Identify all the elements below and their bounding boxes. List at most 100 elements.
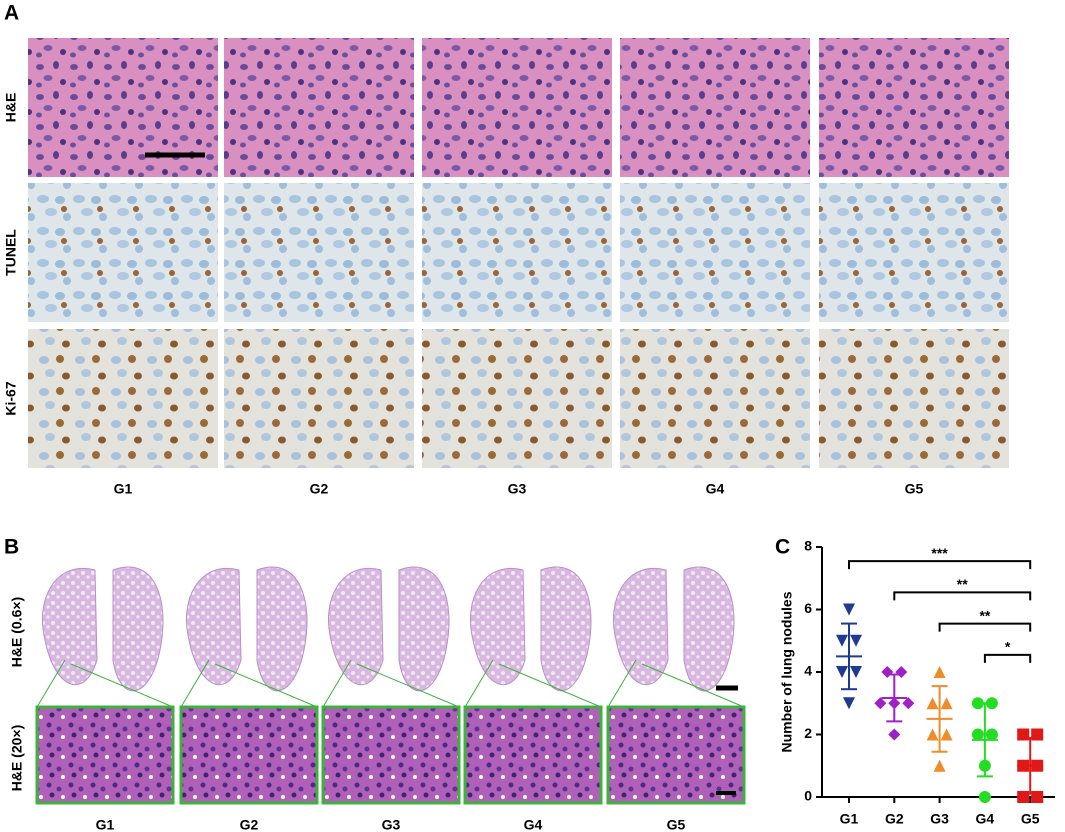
lung-section	[112, 566, 164, 692]
y-tick-label: 4	[804, 663, 812, 679]
lung-section	[185, 568, 242, 686]
column-label: G2	[240, 817, 259, 832]
micrograph	[819, 38, 1009, 177]
micrograph	[224, 38, 414, 177]
zoom-guide	[356, 663, 460, 708]
row-label: H&E	[3, 93, 19, 123]
data-point	[1017, 728, 1030, 741]
micrograph	[422, 38, 612, 177]
panel-label: A	[4, 2, 19, 25]
x-tick-label: G2	[885, 811, 904, 827]
zoom-guide	[180, 659, 210, 708]
micrograph	[819, 183, 1009, 322]
data-point	[902, 697, 915, 710]
micrograph	[28, 329, 218, 468]
x-tick-label: G5	[1021, 811, 1040, 827]
significance-bracket	[848, 560, 1032, 570]
data-point	[926, 728, 939, 741]
data-point	[1017, 791, 1030, 803]
lung-section	[41, 568, 98, 686]
column-label: G3	[508, 481, 527, 497]
lung-section	[256, 566, 308, 692]
data-point	[940, 697, 953, 710]
data-point	[836, 666, 848, 678]
zoom-image	[321, 705, 461, 805]
row-label: H&E (20×)	[9, 725, 25, 792]
column-label: G4	[706, 481, 725, 497]
zoom-image	[179, 705, 319, 805]
data-point	[978, 791, 991, 803]
micrograph	[28, 183, 218, 322]
panel-label: C	[775, 536, 790, 559]
x-tick-label: G4	[976, 811, 995, 827]
zoom-image	[463, 705, 603, 805]
panel-b: H&E (0.6×) H&E (20×) G1 G2 G3 G4 G5	[9, 566, 746, 832]
y-tick-label: 2	[804, 725, 812, 741]
lung-section	[327, 568, 384, 686]
column-label: G3	[382, 817, 401, 832]
row-label: TUNEL	[3, 229, 19, 276]
significance-bracket	[983, 653, 1032, 663]
significance-bracket	[938, 622, 1032, 632]
data-point	[843, 603, 855, 616]
data-point	[850, 666, 862, 678]
zoom-guide	[36, 659, 66, 708]
data-point	[888, 728, 901, 741]
zoom-guide	[464, 659, 494, 708]
y-tick-label: 6	[804, 600, 812, 616]
data-point	[881, 666, 894, 678]
data-point	[971, 728, 984, 741]
micrograph	[620, 38, 810, 177]
significance-bracket	[893, 591, 1032, 601]
zoom-image	[606, 705, 746, 805]
panel-a: H&E TUNEL Ki-67 G1 G2 G3 G4 G5	[3, 38, 1009, 497]
column-label: G5	[667, 817, 686, 832]
micrograph	[422, 329, 612, 468]
lung-section	[540, 566, 592, 692]
row-label: H&E (0.6×)	[9, 597, 25, 667]
column-label: G5	[905, 481, 924, 497]
significance-label: *	[1005, 639, 1011, 655]
zoom-guide	[607, 659, 637, 708]
lung-section	[612, 568, 669, 686]
micrograph	[819, 329, 1009, 468]
data-point	[926, 697, 939, 710]
x-tick-label: G1	[840, 811, 859, 827]
zoom-guide	[641, 663, 745, 708]
micrograph	[620, 329, 810, 468]
data-point	[933, 759, 946, 772]
data-point	[850, 634, 862, 647]
data-point	[843, 697, 855, 710]
micrograph	[620, 183, 810, 322]
zoom-guide	[322, 659, 352, 708]
y-axis-title: Number of lung nodules	[779, 591, 795, 752]
panel-label: B	[4, 536, 19, 559]
data-point	[940, 728, 953, 741]
data-point	[874, 697, 887, 710]
x-tick-label: G3	[930, 811, 949, 827]
column-label: G2	[310, 481, 329, 497]
row-label: Ki-67	[3, 381, 19, 415]
zoom-guide	[214, 663, 318, 708]
column-label: G4	[524, 817, 543, 832]
column-label: G1	[96, 817, 115, 832]
zoom-image	[35, 705, 175, 805]
data-point	[895, 666, 908, 678]
significance-label: ***	[931, 545, 948, 561]
lung-section	[469, 568, 526, 686]
data-point	[836, 634, 848, 647]
micrograph	[224, 329, 414, 468]
y-tick-label: 8	[804, 538, 812, 554]
micrograph	[224, 183, 414, 322]
data-point	[985, 728, 998, 741]
zoom-guide	[498, 663, 602, 708]
lung-section	[398, 566, 450, 692]
y-tick-label: 0	[804, 788, 812, 804]
column-label: G1	[114, 481, 133, 497]
zoom-guide	[70, 663, 174, 708]
micrograph	[422, 183, 612, 322]
significance-label: **	[957, 576, 968, 592]
data-point	[933, 666, 946, 678]
